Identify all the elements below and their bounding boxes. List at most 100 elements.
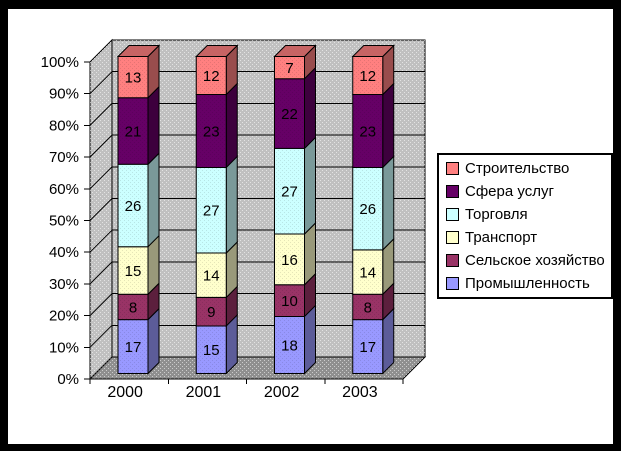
- bar-value-label: 14: [359, 265, 376, 282]
- bar-value-label: 26: [359, 201, 376, 218]
- dither-texture: [196, 253, 227, 298]
- dither-texture: [118, 319, 148, 374]
- bar-value-label: 17: [125, 339, 142, 356]
- bar-segment-side: [147, 85, 160, 166]
- legend-item-trade: Торговля: [446, 203, 611, 226]
- gridline-side: [89, 134, 113, 158]
- legend-label-industry: Промышленность: [465, 275, 590, 292]
- dither-texture: [274, 56, 305, 79]
- x-axis-label: 2001: [186, 384, 222, 401]
- legend-swatch-construction: [446, 162, 459, 175]
- y-axis-label: 60%: [49, 181, 79, 198]
- bar-2002: 18 10 16 27 22 7: [273, 44, 317, 375]
- bar-segment-side: [304, 136, 316, 236]
- legend-swatch-industry: [446, 277, 459, 290]
- bar-segment-side: [147, 152, 160, 248]
- bar-value-label: 12: [359, 68, 376, 85]
- dither-texture: [352, 167, 383, 250]
- bar-value-label: 26: [125, 198, 142, 215]
- y-axis-label: 80%: [49, 117, 79, 134]
- legend-label-trade: Торговля: [465, 206, 528, 223]
- dither-texture: [118, 56, 148, 98]
- legend-item-industry: Промышленность: [446, 272, 611, 295]
- dither-texture: [118, 294, 148, 320]
- legend-item-services: Сфера услуг: [446, 180, 611, 203]
- bar-2003: 17 8 14 26 23 12: [351, 44, 395, 375]
- dither-texture: [274, 148, 305, 235]
- bar-value-label: 27: [203, 203, 220, 220]
- bar-value-label: 16: [281, 252, 298, 269]
- bar-value-label: 15: [125, 263, 142, 280]
- bar-value-label: 22: [281, 106, 298, 123]
- bar-value-label: 9: [207, 304, 215, 321]
- legend-item-transport: Транспорт: [446, 226, 611, 249]
- gridline-side: [89, 71, 113, 95]
- bar-value-label: 10: [281, 293, 298, 310]
- bar-value-label: 23: [203, 123, 220, 140]
- gridline-side: [89, 229, 113, 253]
- dither-texture: [196, 297, 227, 326]
- dither-texture: [274, 234, 305, 285]
- gridline-side: [89, 198, 113, 221]
- dither-texture: [274, 316, 305, 374]
- y-axis-label: 70%: [49, 149, 79, 166]
- bar-value-label: 21: [125, 123, 142, 140]
- dither-texture: [196, 325, 227, 374]
- bar-value-label: 7: [285, 60, 293, 77]
- bar-value-label: 15: [203, 342, 220, 359]
- bar-value-label: 23: [359, 123, 376, 140]
- legend-swatch-agriculture: [446, 254, 459, 267]
- legend-item-agriculture: Сельское хозяйство: [446, 249, 611, 272]
- x-axis-label: 2002: [264, 384, 300, 401]
- bar-segment-top: [116, 45, 161, 57]
- bar-value-label: 27: [281, 184, 298, 201]
- y-axis-label: 50%: [49, 213, 79, 230]
- bar-segment-side: [225, 82, 238, 169]
- legend-item-construction: Строительство: [446, 157, 611, 180]
- bar-2000: 17 8 15 26 21 13: [116, 44, 161, 375]
- bar-2001: 15 9 14 27 23 12: [195, 44, 239, 375]
- bar-segment-side: [304, 66, 316, 150]
- bar-value-label: 17: [359, 339, 376, 356]
- dither-texture: [118, 97, 148, 165]
- y-axis-label: 100%: [41, 54, 79, 71]
- dither-texture: [352, 294, 383, 320]
- bar-segment-top: [195, 45, 239, 57]
- gridline-side: [89, 103, 113, 126]
- bar-value-label: 8: [129, 299, 137, 316]
- y-axis-label: 0%: [57, 371, 79, 388]
- dither-texture: [274, 284, 305, 317]
- legend-label-agriculture: Сельское хозяйство: [465, 252, 605, 269]
- dither-texture: [196, 56, 227, 95]
- bar-segment-side: [382, 82, 395, 169]
- dither-texture: [352, 249, 383, 295]
- legend: Строительство Сфера услуг Торговля Транс…: [437, 153, 613, 299]
- dither-texture: [352, 94, 383, 168]
- y-axis-label: 10%: [49, 339, 79, 356]
- bar-value-label: 14: [203, 268, 220, 285]
- x-axis-label: 2000: [107, 384, 143, 401]
- y-axis-label: 20%: [49, 308, 79, 325]
- dither-texture: [274, 78, 305, 149]
- dither-texture: [90, 357, 425, 379]
- dither-texture: [352, 319, 383, 374]
- y-axis-label: 90%: [49, 86, 79, 103]
- legend-label-services: Сфера услуг: [465, 183, 554, 200]
- dither-texture: [196, 167, 227, 254]
- legend-label-transport: Транспорт: [465, 229, 538, 246]
- bar-value-label: 18: [281, 337, 298, 354]
- dither-texture: [118, 164, 148, 247]
- dither-texture: [352, 56, 383, 95]
- bar-segment-top: [351, 45, 395, 57]
- gridline-side: [89, 261, 113, 285]
- bar-value-label: 8: [364, 299, 372, 316]
- bar-segment-side: [225, 155, 238, 255]
- legend-swatch-services: [446, 185, 459, 198]
- bar-segment-side: [304, 304, 316, 375]
- dither-texture: [118, 246, 148, 295]
- legend-label-construction: Строительство: [465, 160, 570, 177]
- gridline-side: [89, 293, 113, 316]
- x-axis-label: 2003: [342, 384, 378, 401]
- bar-segment-side: [382, 155, 395, 252]
